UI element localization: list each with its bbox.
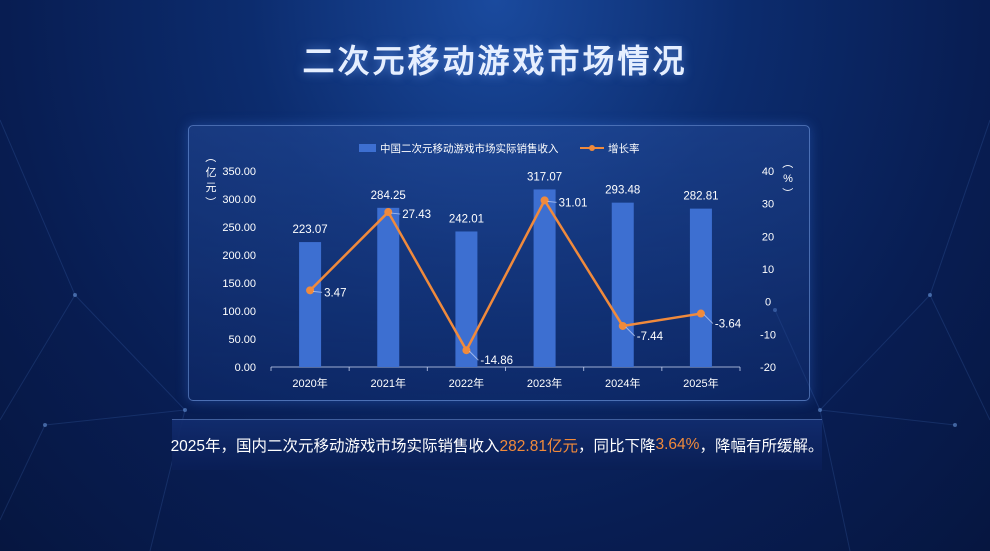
y-right-axis-title: % bbox=[783, 173, 793, 185]
legend-bar-label: 中国二次元移动游戏市场实际销售收入 bbox=[380, 142, 559, 155]
y-left-axis-title: ） bbox=[204, 197, 217, 208]
line-point bbox=[618, 321, 627, 330]
bar-data-labels: 223.07 284.25 242.01 317.07 293.48 282.81 bbox=[292, 171, 718, 236]
legend: 中国二次元移动游戏市场实际销售收入 增长率 bbox=[359, 142, 640, 155]
line-label-leader bbox=[391, 212, 401, 215]
y-right-tick-label: 30 bbox=[762, 199, 774, 211]
line-label-leader bbox=[313, 290, 323, 293]
y-right-tick-label: -20 bbox=[760, 362, 776, 374]
x-tick-label: 2024年 bbox=[605, 376, 640, 390]
caption-value: 282.81亿元 bbox=[499, 438, 578, 455]
line-point bbox=[384, 208, 393, 217]
caption-text-2: ，同比下降 bbox=[577, 438, 656, 455]
x-tick-label: 2025年 bbox=[683, 376, 718, 390]
y-left-tick-label: 250.00 bbox=[222, 222, 256, 234]
line-point bbox=[306, 286, 315, 295]
line-value-label: 3.47 bbox=[324, 287, 346, 299]
y-right-tick-label: 0 bbox=[765, 297, 771, 309]
line-label-leader bbox=[703, 314, 714, 324]
line-value-label: -7.44 bbox=[637, 331, 664, 343]
y-left-tick-label: 350.00 bbox=[222, 166, 256, 178]
growth-line bbox=[309, 199, 702, 352]
bar bbox=[299, 242, 322, 367]
line-point bbox=[462, 346, 471, 355]
line-label-leader bbox=[469, 350, 479, 361]
y-right-tick-label: -10 bbox=[760, 329, 776, 341]
bar bbox=[533, 189, 556, 367]
y-right-tick-label: 40 bbox=[762, 166, 774, 178]
y-left-tick-label: 200.00 bbox=[222, 250, 256, 262]
bar-value-label: 223.07 bbox=[292, 224, 327, 236]
legend-line-marker bbox=[589, 145, 595, 151]
line-value-label: -3.64 bbox=[715, 319, 742, 331]
bar bbox=[611, 202, 634, 367]
y-right-axis-title: （ bbox=[781, 158, 794, 169]
y-left-tick-label: 100.00 bbox=[222, 306, 256, 318]
y-right-tick-label: 10 bbox=[762, 264, 774, 276]
x-tick-label: 2021年 bbox=[371, 376, 406, 390]
y-left-axis-title: （ bbox=[204, 152, 217, 163]
axes: 2020年 2021年 2022年 2023年 2024年 2025年 0.00 50.00 1… bbox=[204, 152, 794, 391]
caption-text-1: 2025年，国内二次元移动游戏市场实际销售收入 bbox=[170, 438, 500, 455]
line-label-leader bbox=[547, 200, 557, 203]
y-right-tick-label: 20 bbox=[762, 231, 774, 243]
line-point bbox=[540, 196, 549, 205]
bar bbox=[455, 231, 478, 367]
line-value-label: 27.43 bbox=[402, 209, 431, 221]
x-tick-label: 2023年 bbox=[527, 376, 562, 390]
bar-value-label: 317.07 bbox=[527, 171, 562, 183]
y-left-axis-title: 元 bbox=[206, 182, 217, 194]
bar bbox=[689, 208, 712, 367]
line-data-labels: 3.47 27.43 -14.86 31.01 -7.44 -3.64 bbox=[313, 197, 742, 367]
bar bbox=[377, 207, 400, 367]
y-left-tick-label: 50.00 bbox=[228, 334, 256, 346]
legend-line-label: 增长率 bbox=[608, 142, 640, 155]
caption-text-3: ，降幅有所缓解。 bbox=[699, 438, 824, 455]
line-series bbox=[306, 196, 705, 355]
summary-caption: 2025年，国内二次元移动游戏市场实际销售收入 282.81亿元 ，同比下降 3.64… bbox=[170, 419, 824, 470]
x-tick-label: 2022年 bbox=[449, 376, 484, 390]
y-right-axis-title: ） bbox=[781, 188, 794, 199]
page-title: 二次元移动游戏市场情况 bbox=[302, 43, 688, 79]
bar-value-label: 284.25 bbox=[371, 190, 406, 202]
caption-rate: 3.64% bbox=[655, 436, 700, 453]
y-left-tick-label: 300.00 bbox=[222, 194, 256, 206]
bar-value-label: 242.01 bbox=[449, 213, 484, 225]
y-left-tick-label: 150.00 bbox=[222, 278, 256, 290]
bar-value-label: 282.81 bbox=[683, 191, 718, 203]
combo-chart: 中国二次元移动游戏市场实际销售收入 增长率 2020年 2021年 2022年 202… bbox=[204, 142, 794, 391]
line-value-label: 31.01 bbox=[559, 197, 588, 209]
line-value-label: -14.86 bbox=[480, 355, 513, 367]
line-label-leader bbox=[625, 326, 636, 337]
bar-value-label: 293.48 bbox=[605, 185, 640, 197]
y-left-tick-label: 0.00 bbox=[235, 362, 256, 374]
legend-bar-swatch bbox=[359, 144, 376, 152]
y-left-axis-title: 亿 bbox=[206, 166, 217, 179]
line-point bbox=[696, 309, 705, 318]
x-tick-label: 2020年 bbox=[292, 376, 327, 390]
